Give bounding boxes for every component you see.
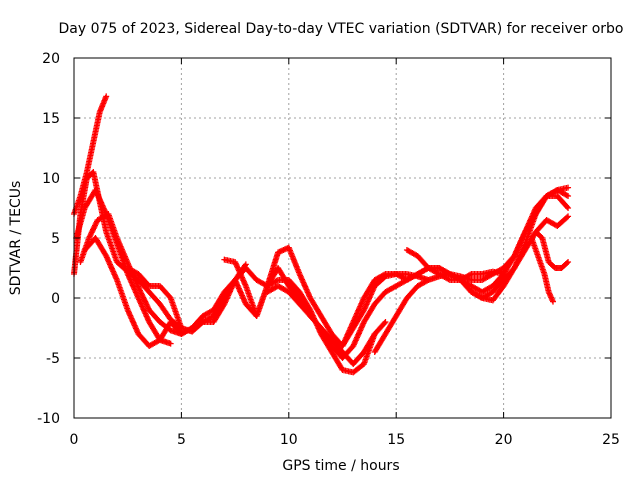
y-tick-label: 15 (42, 111, 60, 127)
x-axis-ticks: 0 5 10 15 20 25 (70, 58, 620, 448)
data-point (565, 259, 572, 265)
data-point (477, 294, 484, 301)
data-point (382, 319, 389, 325)
data-point (381, 271, 388, 278)
data-point (241, 262, 248, 269)
y-tick-label: 0 (51, 291, 60, 307)
data-point (565, 205, 572, 211)
x-axis-label: GPS time / hours (282, 458, 399, 474)
chart-title: Day 075 of 2023, Sidereal Day-to-day VTE… (59, 21, 624, 37)
x-tick-label: 10 (280, 432, 298, 448)
data-point (273, 277, 280, 284)
data-point (563, 214, 570, 221)
data-point (550, 298, 557, 305)
y-tick-label: 10 (42, 171, 60, 187)
data-point (563, 192, 570, 199)
y-tick-label: -5 (46, 351, 60, 367)
y-axis-ticks: -10 -5 0 5 10 15 20 (37, 51, 611, 427)
data-point (424, 277, 431, 284)
x-tick-label: 15 (387, 432, 405, 448)
series-track-13 (468, 187, 572, 304)
y-tick-label: -10 (37, 411, 60, 427)
data-point (445, 270, 452, 277)
data-point (565, 184, 572, 191)
data-point (565, 213, 572, 220)
data-point (564, 203, 571, 210)
data-point (381, 320, 388, 327)
data-point (242, 261, 249, 268)
x-tick-label: 20 (495, 432, 513, 448)
y-tick-label: 20 (42, 51, 60, 67)
y-axis-label: SDTVAR / TECUs (8, 181, 24, 296)
grid-lines (74, 58, 611, 418)
data-point (563, 260, 570, 266)
data-point (167, 340, 174, 347)
series-track-14 (528, 235, 557, 305)
y-tick-label: 5 (51, 231, 60, 247)
x-tick-label: 5 (177, 432, 186, 448)
x-tick-label: 0 (70, 432, 79, 448)
x-tick-label: 25 (602, 432, 620, 448)
data-points (71, 93, 572, 376)
data-point (565, 193, 572, 199)
series-track-15 (532, 229, 572, 271)
data-point (103, 93, 110, 100)
